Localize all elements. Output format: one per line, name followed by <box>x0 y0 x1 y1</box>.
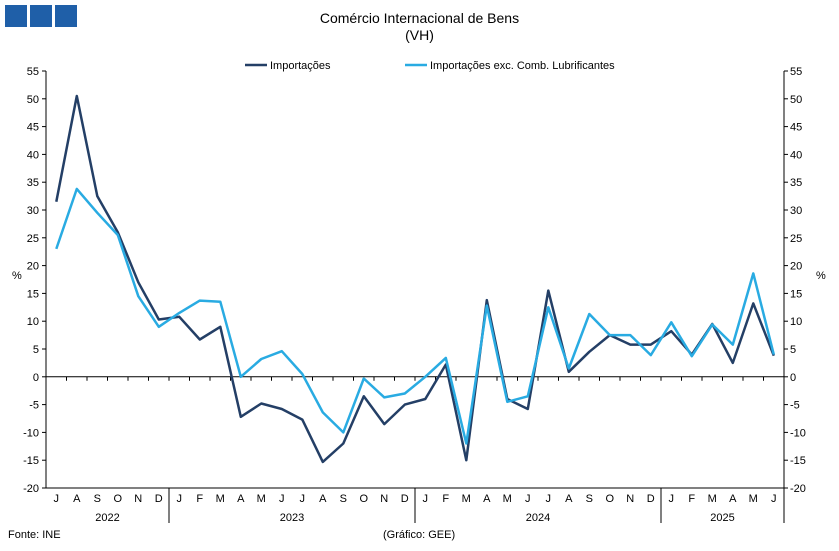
x-tick-label: A <box>729 493 737 505</box>
y-tick-label-right: 55 <box>790 66 802 78</box>
series-group <box>55 94 776 464</box>
x-tick-label: S <box>94 493 101 505</box>
x-tick-label: A <box>237 493 245 505</box>
x-tick-label: M <box>216 493 225 505</box>
y-tick-label-left: 45 <box>27 122 39 134</box>
x-tick-label: J <box>546 493 552 505</box>
y-tick-label-left: 10 <box>27 316 39 328</box>
x-tick-label: A <box>73 493 81 505</box>
x-tick-label: F <box>442 493 449 505</box>
chart-subtitle: (VH) <box>405 27 434 43</box>
chart-title: Comércio Internacional de Bens <box>319 10 520 26</box>
source-note: Fonte: INE <box>8 529 61 541</box>
y-tick-label-left: 30 <box>27 205 39 217</box>
x-tick-label: J <box>54 493 60 505</box>
y-tick-label-right: -5 <box>790 400 800 412</box>
x-tick-label: J <box>525 493 531 505</box>
x-tick-label: N <box>134 493 142 505</box>
y-tick-label-left: -5 <box>29 400 39 412</box>
y-tick-label-right: 45 <box>790 122 802 134</box>
credit-note: (Gráfico: GEE) <box>383 529 456 541</box>
logo-blocks-icon <box>5 5 27 27</box>
x-tick-label: S <box>586 493 593 505</box>
x-tick-label: N <box>380 493 388 505</box>
y-tick-label-left: 20 <box>27 261 39 273</box>
y-tick-label-left: 40 <box>27 149 39 161</box>
year-label: 2025 <box>710 512 734 524</box>
x-tick-label: D <box>155 493 163 505</box>
y-tick-label-left: -10 <box>23 427 39 439</box>
logo-blocks-icon <box>55 5 77 27</box>
y-tick-label-right: 30 <box>790 205 802 217</box>
y-tick-label-left: 25 <box>27 233 39 245</box>
y-tick-label-right: 50 <box>790 94 802 106</box>
y-axis-label-right: % <box>816 270 826 282</box>
y-tick-label-right: -15 <box>790 455 806 467</box>
y-tick-label-right: 35 <box>790 177 802 189</box>
x-tick-label: A <box>483 493 491 505</box>
y-tick-label-left: 50 <box>27 94 39 106</box>
year-label: 2023 <box>280 512 304 524</box>
y-tick-label-left: 0 <box>33 372 39 384</box>
x-tick-label: M <box>708 493 717 505</box>
y-tick-label-right: 25 <box>790 233 802 245</box>
x-tick-label: J <box>300 493 306 505</box>
y-tick-label-left: -20 <box>23 483 39 495</box>
legend: Importações Importações exc. Comb. Lubrif… <box>245 60 615 72</box>
y-tick-label-right: 20 <box>790 261 802 273</box>
x-tick-label: F <box>196 493 203 505</box>
y-tick-label-left: 35 <box>27 177 39 189</box>
y-tick-label-left: 55 <box>27 66 39 78</box>
x-tick-label: O <box>605 493 614 505</box>
x-tick-label: F <box>688 493 695 505</box>
x-tick-label: A <box>565 493 573 505</box>
y-tick-label-right: -10 <box>790 427 806 439</box>
x-tick-label: J <box>771 493 777 505</box>
y-tick-label-right: 10 <box>790 316 802 328</box>
x-tick-label: J <box>423 493 429 505</box>
y-tick-label-left: 5 <box>33 344 39 356</box>
x-tick-label: M <box>257 493 266 505</box>
x-tick-label: S <box>340 493 347 505</box>
logo-blocks-icon <box>30 5 52 27</box>
x-tick-label: J <box>177 493 183 505</box>
legend-label-2: Importações exc. Comb. Lubrificantes <box>430 60 615 72</box>
y-tick-label-right: 40 <box>790 149 802 161</box>
x-tick-label: O <box>359 493 368 505</box>
x-tick-label: J <box>279 493 285 505</box>
year-label: 2022 <box>95 512 119 524</box>
y-tick-label-right: -20 <box>790 483 806 495</box>
series-line-2 <box>55 187 776 445</box>
x-tick-label: M <box>503 493 512 505</box>
x-tick-label: D <box>647 493 655 505</box>
series-line-1 <box>55 94 775 464</box>
x-tick-label: A <box>319 493 327 505</box>
x-tick-label: M <box>462 493 471 505</box>
x-tick-label: N <box>626 493 634 505</box>
x-tick-label: M <box>749 493 758 505</box>
x-tick-label: O <box>113 493 122 505</box>
y-tick-label-right: 0 <box>790 372 796 384</box>
y-tick-label-left: 15 <box>27 288 39 300</box>
y-axis-label-left: % <box>12 270 22 282</box>
year-label: 2024 <box>526 512 550 524</box>
logo <box>5 5 77 27</box>
y-tick-label-right: 5 <box>790 344 796 356</box>
x-tick-label: J <box>669 493 675 505</box>
legend-label-1: Importações <box>270 60 331 72</box>
y-tick-label-right: 15 <box>790 288 802 300</box>
y-tick-label-left: -15 <box>23 455 39 467</box>
x-tick-label: D <box>401 493 409 505</box>
